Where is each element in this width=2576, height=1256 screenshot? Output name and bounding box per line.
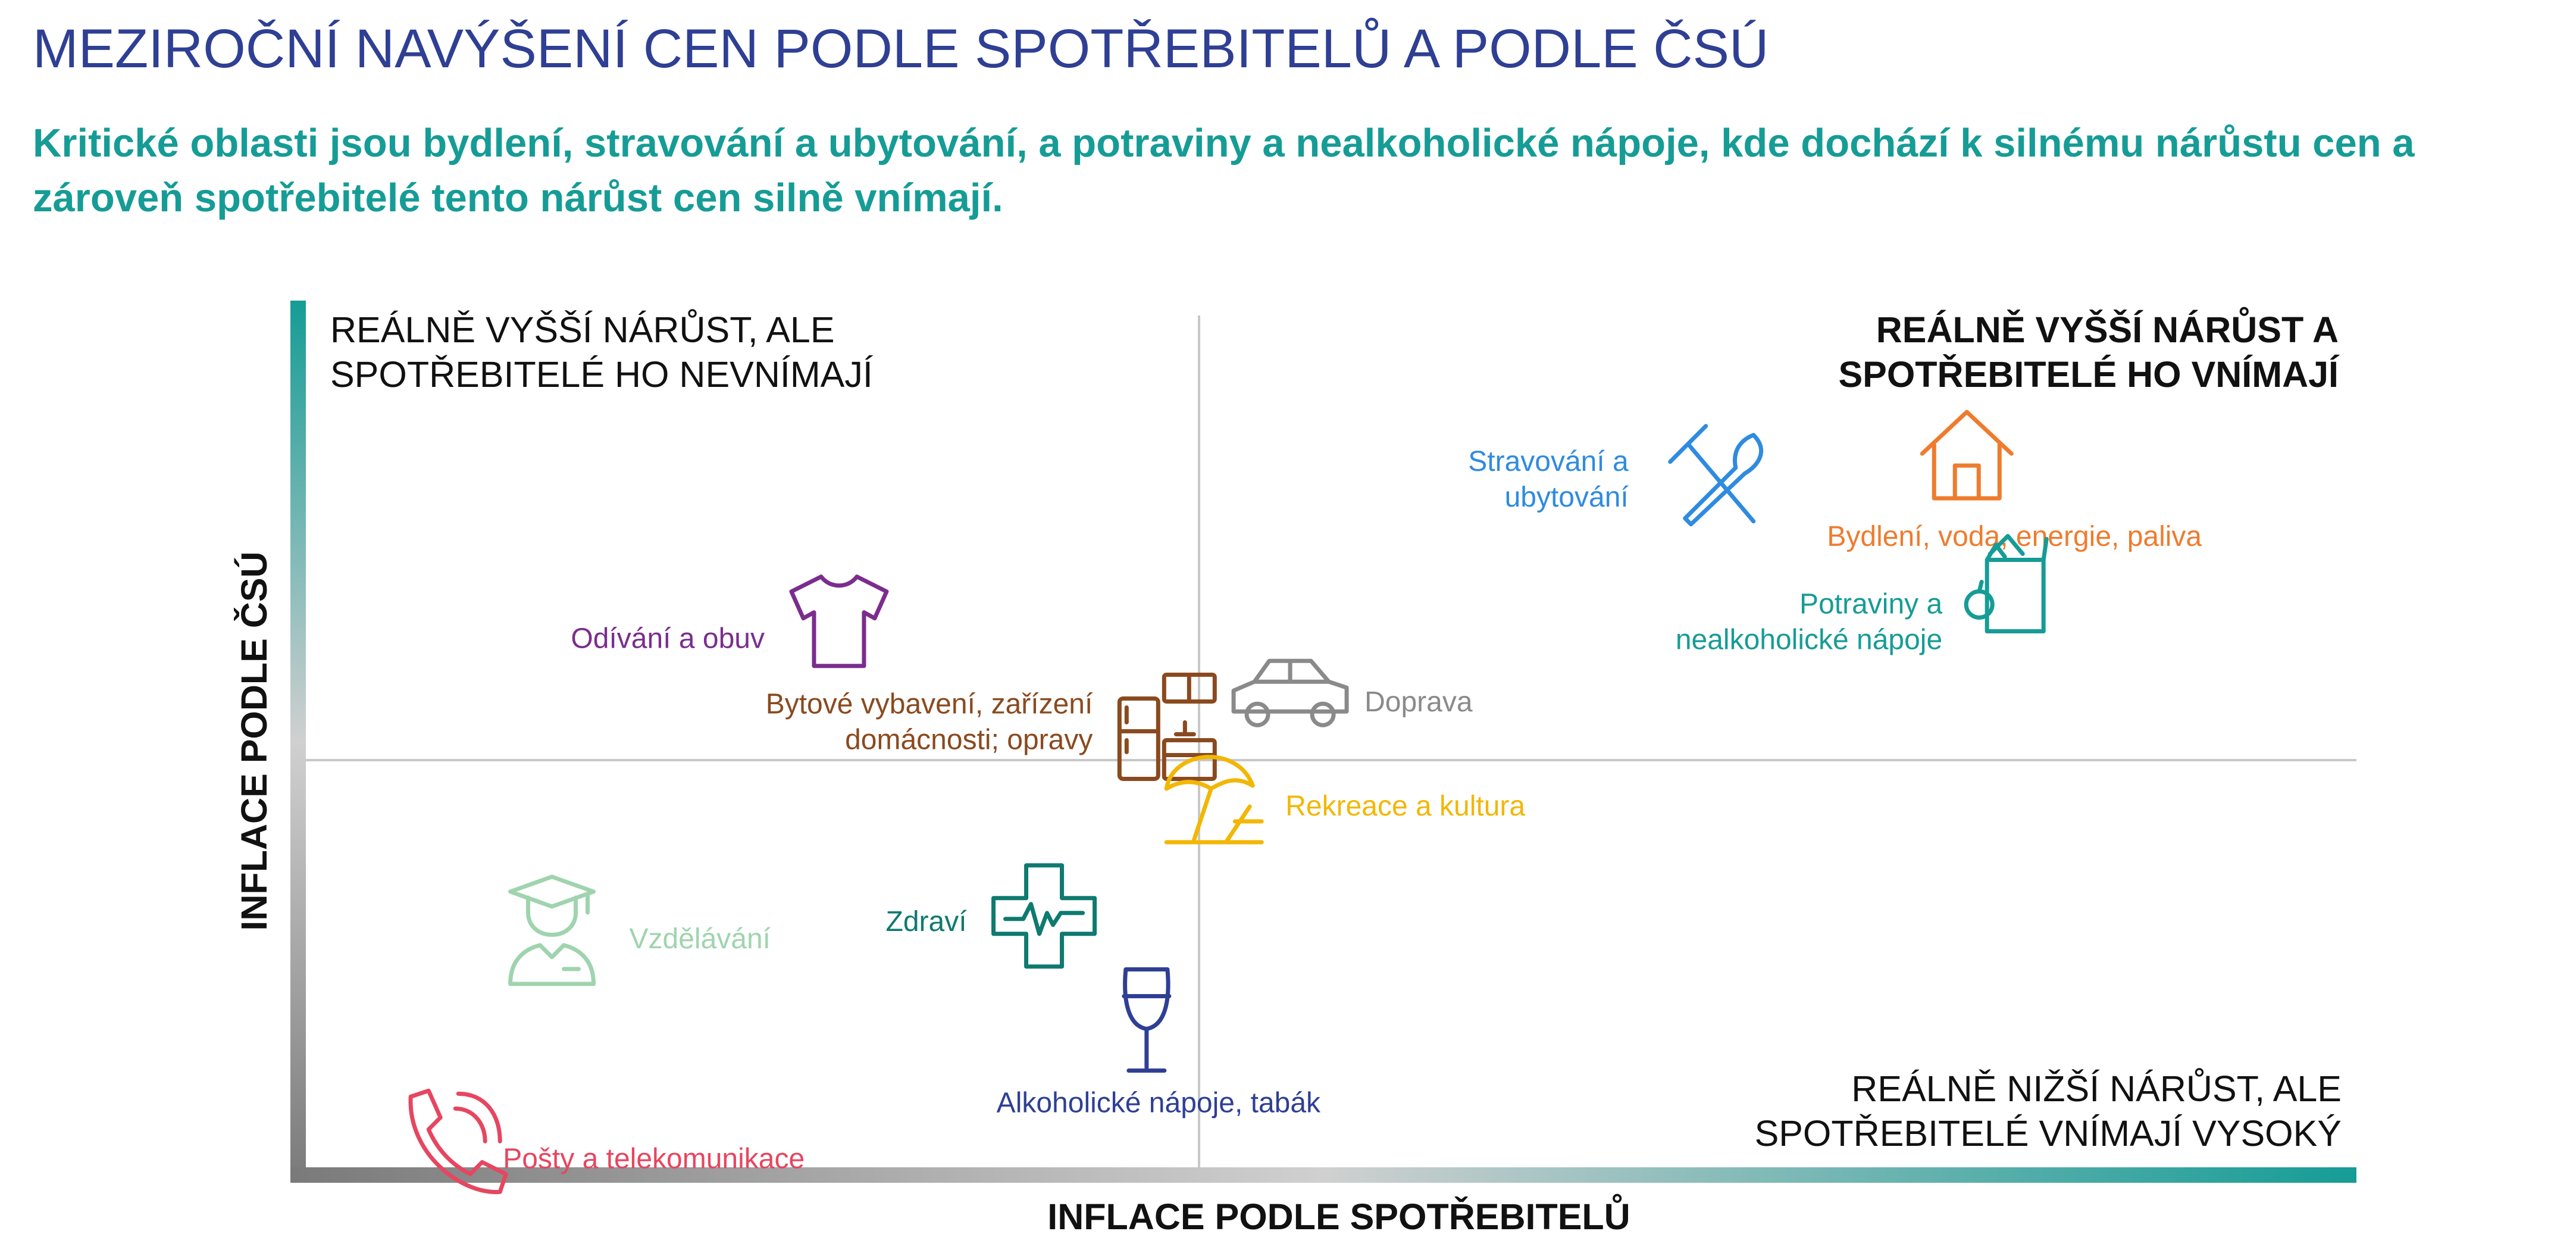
y-axis-bar	[290, 301, 306, 1183]
data-point-label: ubytování	[1505, 482, 1629, 513]
y-axis-label: INFLACE PODLE ČSÚ	[234, 551, 274, 930]
medical-cross-icon	[991, 863, 1097, 969]
data-point-label: nealkoholické nápoje	[1676, 624, 1942, 655]
data-point-label: Doprava	[1364, 686, 1473, 718]
graduate-icon	[508, 874, 596, 986]
data-point: Doprava	[1231, 658, 1473, 727]
data-point: Odívání a obuv	[571, 574, 889, 668]
data-point-label: Alkoholické nápoje, tabák	[997, 1087, 1321, 1118]
house-icon	[1920, 410, 2014, 501]
data-point-label: Rekreace a kultura	[1285, 791, 1525, 822]
data-point-label: Zdraví	[886, 906, 968, 938]
x-axis-label: INFLACE PODLE SPOTŘEBITELŮ	[1047, 1194, 1630, 1237]
data-point-label: Stravování a	[1468, 446, 1629, 477]
data-point: Potraviny a nealkoholické nápoje	[1676, 533, 2049, 655]
data-point: Zdraví	[886, 863, 1097, 969]
data-point: Vzdělávání	[508, 874, 771, 986]
data-point-label: Pošty a telekomunikace	[503, 1143, 805, 1174]
data-point-label: Vzdělávání	[630, 923, 771, 955]
data-point-label: Potraviny a	[1799, 588, 1942, 620]
phone-icon	[408, 1088, 508, 1194]
quadrant-label-top-left-line-1: REÁLNĚ VYŠŠÍ NÁRŮST, ALE	[330, 309, 835, 350]
data-point-label: Bydlení, voda, energie, paliva	[1827, 521, 2202, 552]
grocery-bag-icon	[1964, 533, 2049, 633]
data-point-label: Odívání a obuv	[571, 623, 765, 655]
kitchen-icon	[1117, 672, 1217, 781]
t-shirt-icon	[789, 574, 889, 668]
data-point: Bydlení, voda, energie, paliva	[1827, 410, 2202, 552]
car-icon	[1231, 658, 1349, 727]
x-axis-bar	[290, 1167, 2356, 1183]
quadrant-label-top-right-line-2: SPOTŘEBITELÉ HO VNÍMAJÍ	[1838, 354, 2340, 395]
page-subtitle: Kritické oblasti jsou bydlení, stravován…	[33, 121, 2415, 220]
quadrant-label-bottom-right-line-2: SPOTŘEBITELÉ VNÍMAJÍ VYSOKÝ	[1755, 1113, 2342, 1154]
data-point: Stravování a ubytování	[1468, 424, 1763, 527]
data-point-label: Bytové vybavení, zařízení	[766, 688, 1093, 720]
data-point: Bytové vybavení, zařízení domácnosti; opr…	[766, 672, 1217, 781]
beach-umbrella-icon	[1164, 755, 1264, 845]
quadrant-label-bottom-right-line-1: REÁLNĚ NIŽŠÍ NÁRŮST, ALE	[1851, 1068, 2342, 1109]
page-title: MEZIROČNÍ NAVÝŠENÍ CEN PODLE SPOTŘEBITEL…	[33, 18, 1769, 79]
data-point: Rekreace a kultura	[1164, 755, 1525, 845]
fork-knife-icon	[1668, 424, 1763, 527]
quadrant-label-top-left-line-2: SPOTŘEBITELÉ HO NEVNÍMAJÍ	[330, 354, 873, 395]
data-point: Alkoholické nápoje, tabák	[997, 967, 1321, 1118]
data-point: Pošty a telekomunikace	[408, 1088, 805, 1194]
quadrant-label-top-right-line-1: REÁLNĚ VYŠŠÍ NÁRŮST A	[1876, 307, 2339, 350]
wine-glass-icon	[1122, 967, 1172, 1073]
data-point-label: domácnosti; opravy	[845, 724, 1093, 755]
